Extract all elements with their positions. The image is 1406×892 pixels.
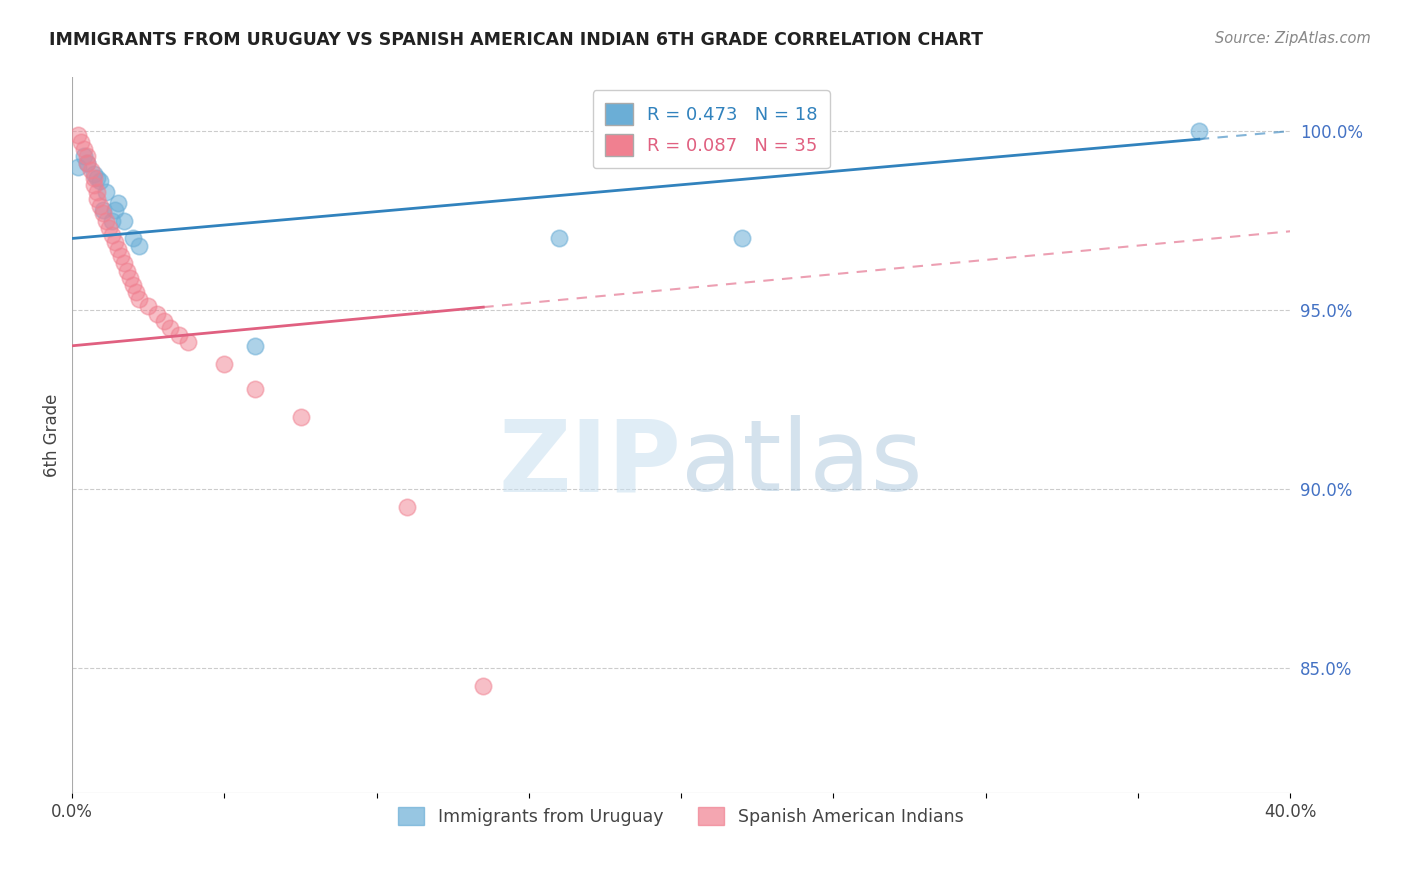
Point [122,231,145,245]
Point [177,335,200,350]
Point [73,149,96,163]
Point [548,231,571,245]
Point [83,167,105,181]
Point [83,178,105,192]
Point [83,170,105,185]
Point [214,357,236,371]
Point [472,679,495,693]
Point [107,242,129,256]
Point [70,135,93,149]
Point [120,270,142,285]
Point [396,500,419,514]
Point [101,213,124,227]
Point [731,231,754,245]
Point [94,185,117,199]
Text: Source: ZipAtlas.com: Source: ZipAtlas.com [1215,31,1371,46]
Point [76,149,98,163]
Point [159,321,181,335]
Point [79,163,101,178]
Point [1188,124,1211,138]
Point [122,277,145,292]
Point [167,328,190,343]
Text: atlas: atlas [681,416,922,512]
Point [243,382,266,396]
Point [101,227,124,242]
Point [104,235,127,249]
Point [112,213,135,227]
Point [125,285,148,299]
Point [146,307,169,321]
Point [152,314,174,328]
Point [110,249,132,263]
Point [128,292,150,306]
Y-axis label: 6th Grade: 6th Grade [44,393,60,477]
Point [89,199,111,213]
Point [128,238,150,252]
Point [86,192,108,206]
Point [76,156,98,170]
Point [115,263,138,277]
Text: IMMIGRANTS FROM URUGUAY VS SPANISH AMERICAN INDIAN 6TH GRADE CORRELATION CHART: IMMIGRANTS FROM URUGUAY VS SPANISH AMERI… [49,31,983,49]
Point [91,206,114,220]
Text: ZIP: ZIP [498,416,681,512]
Point [73,142,96,156]
Point [290,410,312,425]
Point [67,128,90,142]
Point [86,170,108,185]
Point [89,174,111,188]
Point [104,202,127,217]
Point [91,202,114,217]
Legend: Immigrants from Uruguay, Spanish American Indians: Immigrants from Uruguay, Spanish America… [389,798,973,834]
Point [76,156,98,170]
Point [243,339,266,353]
Point [107,195,129,210]
Point [97,220,120,235]
Point [67,160,90,174]
Point [94,213,117,227]
Point [138,300,160,314]
Point [112,256,135,270]
Point [86,185,108,199]
